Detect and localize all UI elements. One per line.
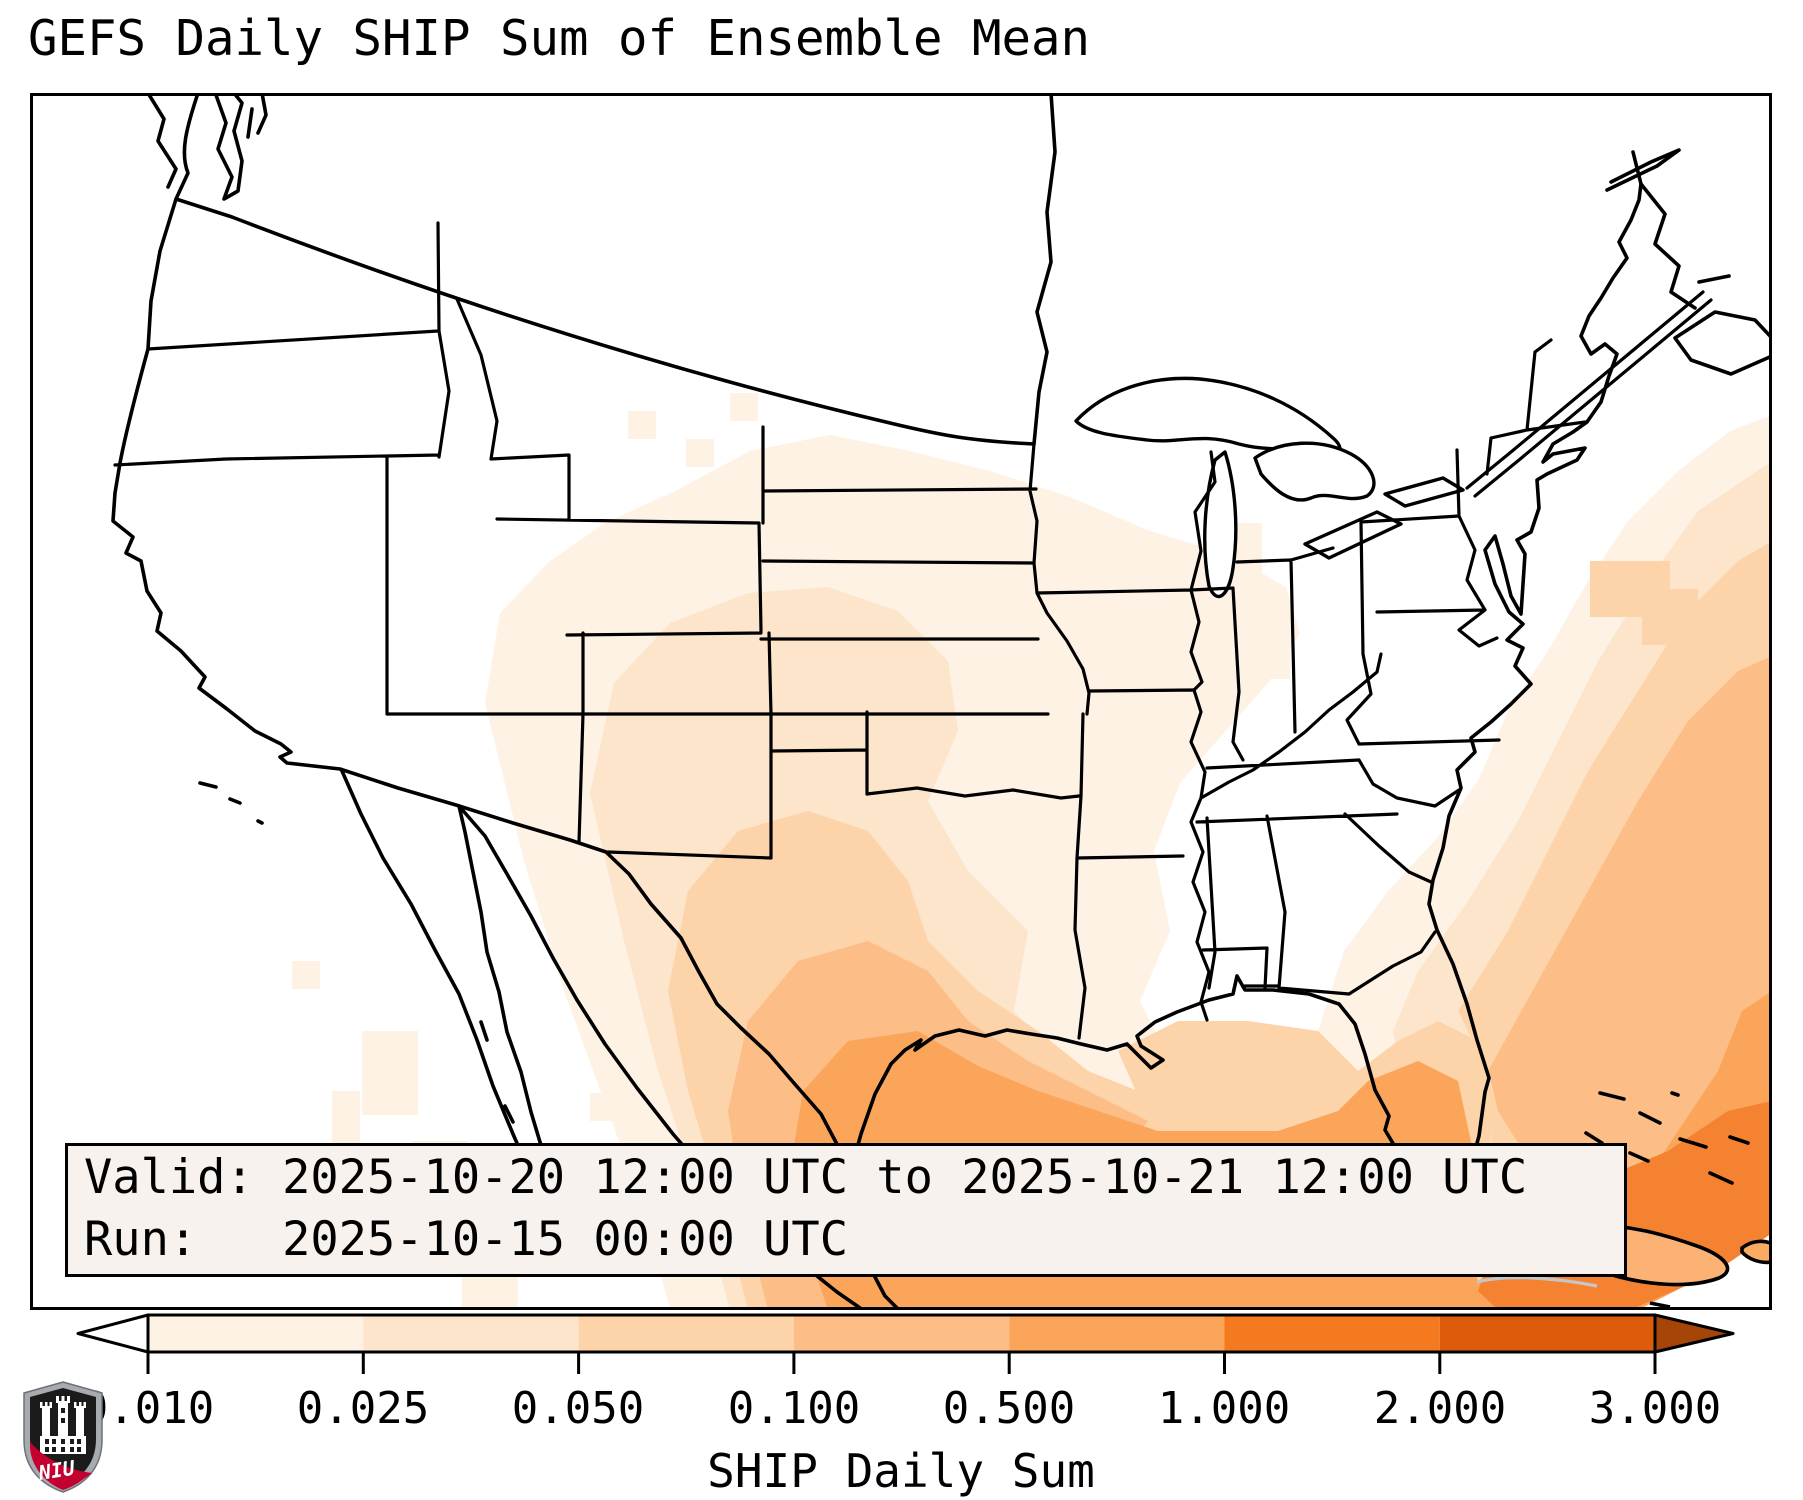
run-time-text: Run: 2025-10-15 00:00 UTC (84, 1212, 849, 1267)
colorbar-tick-marks (146, 1352, 1657, 1374)
colorbar-tick-label: 0.010 (81, 1383, 215, 1434)
logo-castle-icon (40, 1396, 86, 1454)
conus-ship-map (30, 93, 1772, 1310)
jamaica-dash (1649, 1301, 1671, 1307)
great-lakes (1074, 376, 1465, 599)
channel-islands (198, 781, 264, 825)
st-lawrence-river (1465, 290, 1713, 498)
colorbar-seg-1 (148, 1315, 364, 1352)
us-coast-and-mexico-border (111, 96, 1643, 1218)
colorbar-tick-label: 1.000 (1157, 1383, 1291, 1434)
hispaniola-edge (1740, 1239, 1769, 1265)
colorbar-seg-2 (363, 1315, 579, 1352)
canada-border (174, 96, 1057, 446)
lake-michigan (1203, 450, 1238, 599)
logo-text: NIU (36, 1455, 77, 1485)
colorbar-tick-label: 0.025 (296, 1383, 430, 1434)
niu-logo: NIU (23, 1381, 103, 1493)
logo-red-band (30, 1442, 92, 1490)
lake-ontario (1383, 476, 1465, 508)
colorbar-seg-6 (1224, 1315, 1440, 1352)
colorbar-tick-label: 2.000 (1373, 1383, 1507, 1434)
colorbar-under-arrow (76, 1313, 150, 1354)
colorbar-seg-3 (578, 1315, 794, 1352)
colorbar-outline (146, 1313, 1657, 1354)
colorbar-title: SHIP Daily Sum (707, 1444, 1095, 1498)
valid-run-info-box: Valid: 2025-10-20 12:00 UTC to 2025-10-2… (65, 1143, 1627, 1277)
valid-time-text: Valid: 2025-10-20 12:00 UTC to 2025-10-2… (84, 1150, 1528, 1205)
lake-erie (1303, 510, 1403, 560)
lake-huron (1253, 441, 1376, 502)
puget-sound (147, 96, 268, 201)
colorbar-seg-4 (793, 1315, 1010, 1352)
colorbar-tick-label: 0.500 (942, 1383, 1076, 1434)
colorbar-tick-label: 0.050 (511, 1383, 645, 1434)
colorbar-tick-label: 0.100 (727, 1383, 861, 1434)
colorbar-seg-5 (1009, 1315, 1225, 1352)
state-borders (113, 221, 1587, 1040)
ship-colorbar (76, 1313, 1735, 1374)
figure-title: GEFS Daily SHIP Sum of Ensemble Mean (28, 10, 1091, 67)
maritime-canada-coast (1605, 148, 1769, 376)
colorbar-over-arrow (1653, 1313, 1735, 1354)
colorbar-tick-label: 3.000 (1588, 1383, 1722, 1434)
bahamas-islands (1584, 1091, 1750, 1185)
map-canvas (111, 96, 1769, 1307)
colorbar-seg-7 (1439, 1315, 1655, 1352)
logo-castle-windows (45, 1408, 81, 1452)
